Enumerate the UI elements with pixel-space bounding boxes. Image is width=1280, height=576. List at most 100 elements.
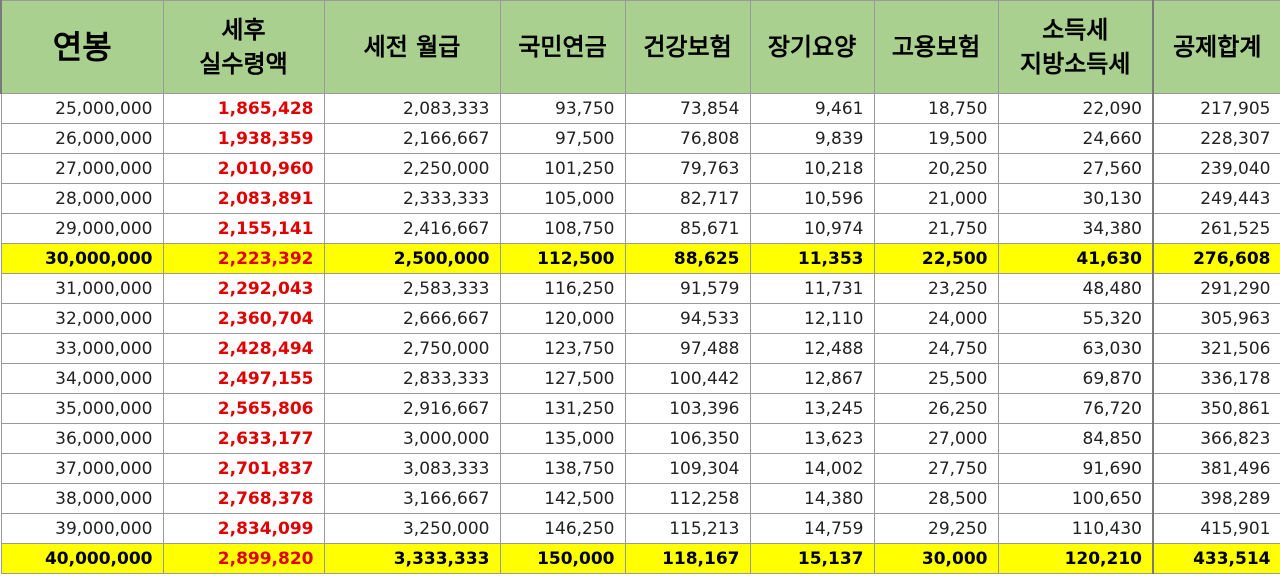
cell-gross-monthly[interactable]: 2,666,667 <box>323 303 501 334</box>
cell-national-pension[interactable]: 131,250 <box>499 393 626 424</box>
cell-health-insurance[interactable]: 82,717 <box>624 183 751 214</box>
cell-national-pension[interactable]: 116,250 <box>499 273 626 304</box>
cell-annual-salary[interactable]: 31,000,000 <box>0 273 164 304</box>
cell-gross-monthly[interactable]: 2,916,667 <box>323 393 501 424</box>
cell-income-tax[interactable]: 69,870 <box>997 363 1154 394</box>
cell-gross-monthly[interactable]: 2,250,000 <box>323 153 501 184</box>
cell-income-tax[interactable]: 22,090 <box>997 93 1154 124</box>
cell-health-insurance[interactable]: 109,304 <box>624 453 751 484</box>
cell-national-pension[interactable]: 123,750 <box>499 333 626 364</box>
cell-gross-monthly[interactable]: 3,333,333 <box>323 543 501 574</box>
cell-national-pension[interactable]: 108,750 <box>499 213 626 244</box>
cell-employment-insurance[interactable]: 26,250 <box>873 393 999 424</box>
cell-national-pension[interactable]: 101,250 <box>499 153 626 184</box>
cell-annual-salary[interactable]: 40,000,000 <box>0 543 164 574</box>
cell-net-pay[interactable]: 2,565,806 <box>162 393 325 424</box>
cell-gross-monthly[interactable]: 2,500,000 <box>323 243 501 274</box>
cell-net-pay[interactable]: 2,292,043 <box>162 273 325 304</box>
cell-long-term-care[interactable]: 10,596 <box>749 183 875 214</box>
cell-national-pension[interactable]: 97,500 <box>499 123 626 154</box>
cell-national-pension[interactable]: 127,500 <box>499 363 626 394</box>
cell-health-insurance[interactable]: 88,625 <box>624 243 751 274</box>
cell-total-deduction[interactable]: 261,525 <box>1152 213 1280 244</box>
cell-income-tax[interactable]: 91,690 <box>997 453 1154 484</box>
cell-employment-insurance[interactable]: 22,500 <box>873 243 999 274</box>
cell-long-term-care[interactable]: 11,731 <box>749 273 875 304</box>
cell-employment-insurance[interactable]: 29,250 <box>873 513 999 544</box>
cell-employment-insurance[interactable]: 27,750 <box>873 453 999 484</box>
cell-gross-monthly[interactable]: 3,083,333 <box>323 453 501 484</box>
cell-gross-monthly[interactable]: 2,416,667 <box>323 213 501 244</box>
cell-gross-monthly[interactable]: 2,333,333 <box>323 183 501 214</box>
cell-health-insurance[interactable]: 73,854 <box>624 93 751 124</box>
cell-annual-salary[interactable]: 38,000,000 <box>0 483 164 514</box>
cell-annual-salary[interactable]: 36,000,000 <box>0 423 164 454</box>
cell-employment-insurance[interactable]: 18,750 <box>873 93 999 124</box>
cell-long-term-care[interactable]: 12,867 <box>749 363 875 394</box>
cell-net-pay[interactable]: 2,768,378 <box>162 483 325 514</box>
cell-net-pay[interactable]: 2,010,960 <box>162 153 325 184</box>
cell-total-deduction[interactable]: 249,443 <box>1152 183 1280 214</box>
cell-annual-salary[interactable]: 33,000,000 <box>0 333 164 364</box>
cell-income-tax[interactable]: 84,850 <box>997 423 1154 454</box>
cell-employment-insurance[interactable]: 30,000 <box>873 543 999 574</box>
cell-gross-monthly[interactable]: 2,166,667 <box>323 123 501 154</box>
cell-health-insurance[interactable]: 85,671 <box>624 213 751 244</box>
cell-long-term-care[interactable]: 14,759 <box>749 513 875 544</box>
cell-long-term-care[interactable]: 10,974 <box>749 213 875 244</box>
cell-total-deduction[interactable]: 336,178 <box>1152 363 1280 394</box>
cell-long-term-care[interactable]: 14,002 <box>749 453 875 484</box>
cell-annual-salary[interactable]: 29,000,000 <box>0 213 164 244</box>
cell-national-pension[interactable]: 150,000 <box>499 543 626 574</box>
cell-total-deduction[interactable]: 415,901 <box>1152 513 1280 544</box>
cell-total-deduction[interactable]: 276,608 <box>1152 243 1280 274</box>
cell-income-tax[interactable]: 41,630 <box>997 243 1154 274</box>
cell-health-insurance[interactable]: 97,488 <box>624 333 751 364</box>
cell-net-pay[interactable]: 2,083,891 <box>162 183 325 214</box>
cell-total-deduction[interactable]: 228,307 <box>1152 123 1280 154</box>
cell-national-pension[interactable]: 120,000 <box>499 303 626 334</box>
cell-employment-insurance[interactable]: 21,000 <box>873 183 999 214</box>
cell-income-tax[interactable]: 24,660 <box>997 123 1154 154</box>
cell-annual-salary[interactable]: 30,000,000 <box>0 243 164 274</box>
cell-net-pay[interactable]: 2,899,820 <box>162 543 325 574</box>
cell-income-tax[interactable]: 55,320 <box>997 303 1154 334</box>
cell-health-insurance[interactable]: 112,258 <box>624 483 751 514</box>
cell-income-tax[interactable]: 27,560 <box>997 153 1154 184</box>
cell-total-deduction[interactable]: 381,496 <box>1152 453 1280 484</box>
cell-long-term-care[interactable]: 13,623 <box>749 423 875 454</box>
cell-net-pay[interactable]: 2,360,704 <box>162 303 325 334</box>
cell-long-term-care[interactable]: 12,110 <box>749 303 875 334</box>
cell-long-term-care[interactable]: 9,461 <box>749 93 875 124</box>
cell-gross-monthly[interactable]: 3,000,000 <box>323 423 501 454</box>
cell-total-deduction[interactable]: 366,823 <box>1152 423 1280 454</box>
cell-annual-salary[interactable]: 26,000,000 <box>0 123 164 154</box>
cell-total-deduction[interactable]: 398,289 <box>1152 483 1280 514</box>
cell-national-pension[interactable]: 105,000 <box>499 183 626 214</box>
cell-gross-monthly[interactable]: 2,833,333 <box>323 363 501 394</box>
cell-health-insurance[interactable]: 94,533 <box>624 303 751 334</box>
cell-income-tax[interactable]: 48,480 <box>997 273 1154 304</box>
cell-health-insurance[interactable]: 118,167 <box>624 543 751 574</box>
cell-employment-insurance[interactable]: 23,250 <box>873 273 999 304</box>
cell-income-tax[interactable]: 120,210 <box>997 543 1154 574</box>
cell-long-term-care[interactable]: 14,380 <box>749 483 875 514</box>
cell-gross-monthly[interactable]: 2,583,333 <box>323 273 501 304</box>
cell-income-tax[interactable]: 34,380 <box>997 213 1154 244</box>
cell-national-pension[interactable]: 142,500 <box>499 483 626 514</box>
cell-total-deduction[interactable]: 239,040 <box>1152 153 1280 184</box>
cell-long-term-care[interactable]: 13,245 <box>749 393 875 424</box>
cell-gross-monthly[interactable]: 2,750,000 <box>323 333 501 364</box>
cell-net-pay[interactable]: 2,633,177 <box>162 423 325 454</box>
cell-income-tax[interactable]: 63,030 <box>997 333 1154 364</box>
cell-annual-salary[interactable]: 39,000,000 <box>0 513 164 544</box>
cell-health-insurance[interactable]: 76,808 <box>624 123 751 154</box>
cell-health-insurance[interactable]: 100,442 <box>624 363 751 394</box>
cell-gross-monthly[interactable]: 2,083,333 <box>323 93 501 124</box>
cell-total-deduction[interactable]: 350,861 <box>1152 393 1280 424</box>
cell-national-pension[interactable]: 146,250 <box>499 513 626 544</box>
cell-income-tax[interactable]: 76,720 <box>997 393 1154 424</box>
cell-annual-salary[interactable]: 34,000,000 <box>0 363 164 394</box>
cell-net-pay[interactable]: 2,223,392 <box>162 243 325 274</box>
cell-health-insurance[interactable]: 115,213 <box>624 513 751 544</box>
